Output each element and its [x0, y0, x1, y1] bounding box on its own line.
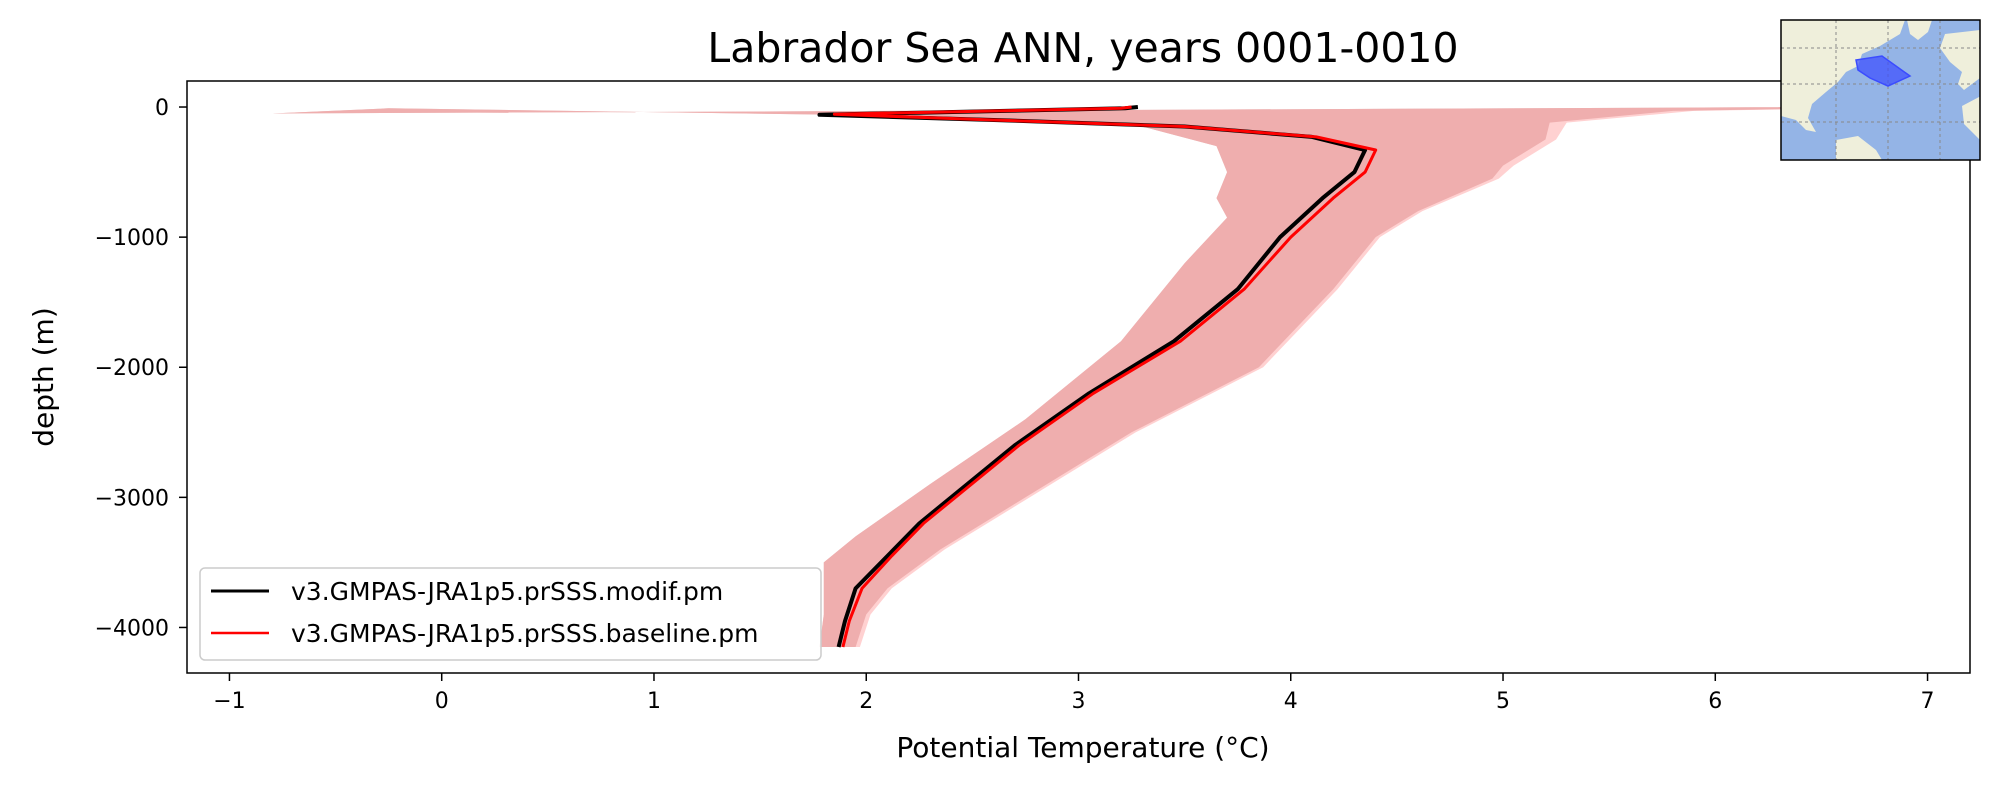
x-tick-label: 6	[1708, 689, 1722, 714]
band-1	[271, 107, 1928, 647]
series-lines	[817, 105, 1378, 648]
inset-map	[1780, 19, 1981, 161]
x-tick-label: 3	[1072, 689, 1086, 714]
inset-frame	[1780, 19, 1981, 161]
inset-region-polygon	[1855, 55, 1912, 87]
legend-box	[199, 567, 822, 661]
x-tick-label: 5	[1496, 689, 1510, 714]
x-axis-title: Potential Temperature (°C)	[896, 731, 1269, 764]
y-axis-title: depth (m)	[27, 307, 60, 447]
x-tick-label: 7	[1921, 689, 1935, 714]
y-tick-label: −4000	[95, 616, 169, 641]
legend-label-baseline: v3.GMPAS-JRA1p5.prSSS.baseline.pm	[291, 619, 759, 648]
series-line-1	[832, 105, 1378, 648]
inset-graticule	[1781, 20, 1980, 160]
y-tick-label: −3000	[95, 486, 169, 511]
legend-label-modif: v3.GMPAS-JRA1p5.prSSS.modif.pm	[291, 577, 723, 606]
y-axis: 0 −1000 −2000 −3000 −4000	[95, 96, 187, 641]
x-tick-label: 1	[647, 689, 661, 714]
x-tick-label: 2	[859, 689, 873, 714]
chart-title: Labrador Sea ANN, years 0001-0010	[707, 24, 1458, 72]
x-tick-label: 4	[1284, 689, 1298, 714]
y-tick-label: −1000	[95, 226, 169, 251]
x-axis: −1 0 1 2 3 4 5 6 7	[213, 673, 1935, 714]
y-tick-label: 0	[155, 96, 169, 121]
y-tick-label: −2000	[95, 356, 169, 381]
x-tick-label: 0	[435, 689, 449, 714]
spread-bands	[271, 107, 1928, 647]
x-tick-label: −1	[213, 689, 245, 714]
legend: v3.GMPAS-JRA1p5.prSSS.modif.pm v3.GMPAS-…	[199, 567, 822, 661]
